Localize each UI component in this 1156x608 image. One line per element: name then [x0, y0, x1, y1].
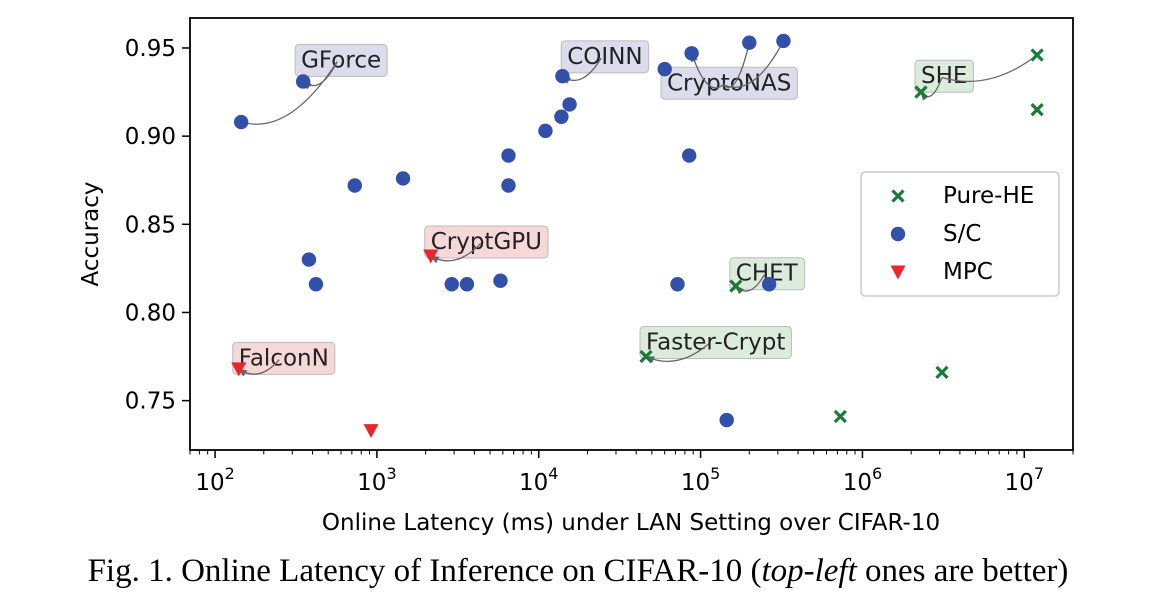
annotation-gforce: GForce	[241, 43, 388, 125]
pure-he-point	[914, 85, 928, 99]
s-c-point	[501, 148, 516, 163]
legend-label-pure-he: Pure-HE	[943, 183, 1034, 209]
annotation-arrow	[941, 54, 1038, 83]
annotation-arrow	[722, 42, 750, 89]
annotation-arrow	[429, 242, 482, 264]
caption-prefix: Fig. 1. Online Latency of Inference on C…	[87, 553, 762, 589]
legend-marker-sc	[890, 226, 906, 242]
annotation-label: CryptoNAS	[667, 70, 791, 96]
annotation-arrow	[722, 40, 785, 88]
y-tick-label: 0.85	[125, 212, 176, 238]
annotation-label: Faster-Crypt	[646, 329, 785, 355]
pure-he-point	[639, 349, 653, 364]
x-tick-label: 106	[843, 464, 882, 496]
annotation-cryptgpu: CryptGPU	[424, 225, 549, 264]
s-c-point	[681, 148, 697, 163]
annotation-box	[424, 225, 549, 259]
mpc-point	[423, 249, 439, 264]
s-c-point	[719, 412, 734, 428]
annotation-label: COINN	[567, 44, 642, 70]
s-c-point	[555, 68, 570, 84]
s-c-point	[657, 61, 672, 77]
x-axis-title: Online Latency (ms) under LAN Setting ov…	[322, 510, 940, 536]
legend-label-mpc: MPC	[943, 259, 993, 285]
annotation-label: SHE	[921, 63, 967, 89]
caption-suffix: ones are better)	[856, 553, 1069, 589]
s-c-point	[347, 178, 362, 193]
s-c-point	[684, 46, 699, 61]
x-tick-label: 107	[1005, 464, 1044, 496]
annotation-falconn: FalconN	[232, 341, 336, 377]
mpc-point	[231, 362, 247, 377]
pure-he-point	[1030, 48, 1044, 62]
legend-marker-s-c-glyph	[890, 226, 906, 242]
s-c-point	[295, 74, 311, 89]
annotation-coinn: COINN	[560, 40, 650, 84]
annotation-label: CryptGPU	[431, 229, 542, 255]
s-c-point	[761, 277, 777, 292]
annotation-cryptonas: CryptoNAS	[660, 40, 798, 100]
legend: Pure-HE S/C MPC	[860, 171, 1060, 297]
annotation-arrow	[645, 343, 710, 364]
legend-marker-mpc	[890, 265, 906, 280]
annotation-label: FalconN	[239, 345, 329, 371]
legend-box	[860, 171, 1060, 297]
annotation-label: GForce	[301, 47, 381, 73]
legend-label-sc: S/C	[943, 221, 981, 247]
legend-marker-pure-he	[891, 189, 905, 203]
y-axis-title: Accuracy	[78, 181, 104, 286]
s-c-point	[493, 273, 508, 288]
s-c-point	[395, 171, 411, 186]
annotation-arrow	[237, 359, 280, 377]
annotation-faster-crypt: Faster-Crypt	[639, 325, 792, 364]
mpc-point	[363, 424, 379, 439]
s-c-point	[233, 114, 249, 130]
s-c-point	[562, 97, 577, 112]
annotation-box	[660, 66, 798, 100]
legend-marker-pure-he-glyph	[891, 189, 905, 203]
annotation-box	[560, 40, 650, 74]
annotation-box	[232, 341, 336, 375]
scatter-chart: 102 103 104 105 106 107 0.75 0.80 0.85 0.90 0.95 G…	[78, 17, 1074, 536]
pure-he-point	[935, 365, 949, 380]
y-tick-label: 0.75	[125, 389, 176, 415]
y-tick-label: 0.90	[125, 124, 176, 150]
legend-marker-mpc-glyph	[890, 265, 906, 280]
caption-emphasis: top-left	[761, 553, 857, 589]
s-c-point	[444, 277, 459, 292]
s-c-point	[670, 277, 685, 292]
x-tick-label: 103	[357, 464, 396, 496]
annotation-box	[639, 325, 792, 359]
s-c-point	[538, 123, 553, 139]
annotation-she: SHE	[914, 54, 1038, 101]
s-c-point	[301, 252, 317, 267]
x-tick-label: 104	[519, 464, 558, 496]
x-tick-label: 102	[195, 464, 234, 496]
pure-he-point	[1030, 103, 1044, 117]
s-c-point	[554, 109, 569, 124]
s-c-point	[308, 277, 324, 292]
annotation-box	[294, 43, 388, 77]
y-tick-label: 0.80	[125, 300, 176, 326]
pure-he-point	[833, 409, 847, 424]
s-c-point	[459, 277, 475, 292]
s-c-point	[501, 178, 516, 193]
annotation-arrow	[690, 52, 724, 89]
s-c-point	[742, 35, 757, 50]
s-c-point	[776, 33, 791, 49]
figure-caption: Fig. 1. Online Latency of Inference on C…	[0, 553, 1156, 590]
annotation-arrow	[241, 61, 338, 125]
y-tick-label: 0.95	[125, 36, 176, 62]
annotation-box	[914, 59, 974, 93]
pure-he-point	[729, 279, 743, 293]
x-tick-label: 105	[681, 464, 720, 496]
